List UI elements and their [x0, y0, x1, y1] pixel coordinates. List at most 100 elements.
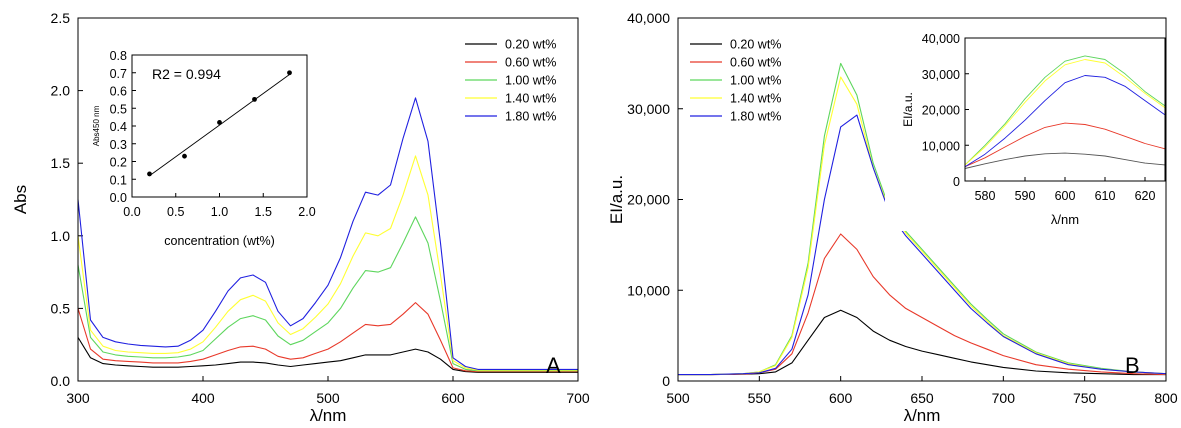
panel-a-y-axis-label: Abs [11, 185, 30, 214]
panel-b: 500 550 600 650 700 750 800 0 10,000 20,000 30,000… [607, 10, 1178, 425]
panel-b-inset-y-tick-label: 40,000 [922, 32, 960, 46]
panel-a-series [77, 97, 578, 373]
panel-a-y-tick-label: 1.0 [51, 228, 71, 244]
panel-a-legend-entry: 1.00 wt% [505, 74, 556, 88]
panel-a-inset-fit-line [149, 74, 290, 177]
panel-a-label: A [546, 353, 561, 378]
panel-b-inset-background [885, 30, 1165, 231]
panel-b-inset-series-line [964, 122, 1166, 168]
panel-a-inset-ticks: 0.0 0.5 1.0 1.5 2.0 0.0 0.1 0.2 0.3 0.4 0.5 0.6 0.7 0… [110, 49, 316, 219]
panel-b-inset-y-tick-label: 10,000 [922, 139, 960, 153]
panel-a-y-tick-label: 1.5 [51, 155, 71, 171]
panel-b-inset-y-tick-label: 0 [953, 175, 960, 189]
panel-a-legend-entry: 1.40 wt% [505, 92, 556, 106]
panel-b-x-tick-label: 800 [1154, 390, 1178, 406]
panel-a-inset-x-tick-label: 1.0 [211, 205, 228, 219]
panel-b-inset-x-tick-label: 620 [1135, 189, 1156, 203]
panel-b-y-tick-label: 20,000 [627, 192, 670, 208]
panel-a-x-axis-label: λ/nm [310, 406, 347, 425]
panel-b-legend: 0.20 wt% 0.60 wt% 1.00 wt% 1.40 wt% 1.80 wt% [690, 38, 781, 124]
panel-a-legend-entry: 0.20 wt% [505, 38, 556, 52]
panel-a-series-line [77, 97, 578, 370]
panel-a-frame [77, 17, 579, 382]
panel-b-inset-series [964, 55, 1166, 169]
panel-a-y-tick-label: 2.0 [51, 83, 71, 99]
panel-b-inset-series-line [964, 59, 1166, 166]
panel-a-inset-y-tick-label: 0.7 [110, 67, 127, 81]
panel-a-inset-data-point [217, 120, 222, 125]
panel-b-inset-x-tick-label: 580 [975, 189, 996, 203]
panel-b-series-line [678, 233, 1167, 376]
panel-a-inset-y-tick-label: 0.1 [110, 173, 127, 187]
panel-b-x-tick-label: 600 [829, 390, 853, 406]
panel-a-x-tick-label: 600 [441, 390, 465, 406]
panel-a-inset-frame [131, 54, 308, 198]
panel-b-x-tick-label: 550 [748, 390, 772, 406]
panel-a-inset-y-axis-label: Abs450 nm [92, 105, 101, 146]
panel-a-legend: 0.20 wt% 0.60 wt% 1.00 wt% 1.40 wt% 1.80 wt% [465, 38, 556, 124]
panel-b-inset-frame [964, 37, 1166, 182]
panel-b-inset-y-tick-label: 20,000 [922, 104, 960, 118]
panel-a-inset-x-tick-label: 1.5 [255, 205, 272, 219]
panel-a-legend-entry: 1.80 wt% [505, 110, 556, 124]
panel-b-legend-entry: 1.00 wt% [730, 74, 781, 88]
panel-a-inset: 0.0 0.5 1.0 1.5 2.0 0.0 0.1 0.2 0.3 0.4 0.5 0.6 0.7 0… [92, 49, 316, 248]
panel-b-x-tick-label: 750 [1073, 390, 1097, 406]
panel-b-legend-entry: 1.40 wt% [730, 92, 781, 106]
panel-a-inset-x-tick-label: 0.0 [123, 205, 140, 219]
panel-b-inset-series-line [964, 75, 1166, 168]
panel-a-inset-y-tick-label: 0.3 [110, 138, 127, 152]
panel-b-inset-y-axis-label: EI/a.u. [901, 92, 915, 127]
panel-b-x-tick-label: 500 [666, 390, 690, 406]
panel-a-inset-data-point [252, 96, 257, 102]
panel-a-inset-marks [147, 70, 292, 177]
panel-b-x-tick-label: 700 [992, 390, 1016, 406]
panel-b-inset: 580 590 600 610 620 0 10,000 20,000 30,000 40,000… [885, 30, 1166, 231]
panel-a-y-tick-label: 2.5 [51, 10, 71, 26]
panel-a-x-tick-label: 500 [316, 390, 340, 406]
panel-a-x-tick-label: 700 [566, 390, 590, 406]
panel-b-inset-series-line [964, 152, 1166, 169]
panel-a-inset-y-tick-label: 0.2 [110, 156, 127, 170]
panel-b-inset-x-tick-label: 590 [1015, 189, 1036, 203]
panel-a-ticks: 300 400 500 600 700 0.0 0.5 1.0 1.5 2.0 2.5 [51, 10, 590, 406]
panel-a-inset-data-point [287, 70, 292, 76]
panel-a-inset-background [131, 54, 308, 198]
panel-a-series-line [77, 155, 578, 371]
panel-a-series-line [77, 302, 578, 373]
panel-b-series-line [678, 309, 1166, 376]
panel-a-inset-x-axis-label: concentration (wt%) [164, 234, 274, 248]
panel-b-inset-y-tick-label: 30,000 [922, 68, 960, 82]
panel-b-x-tick-label: 650 [910, 390, 934, 406]
panel-b-y-axis-label: EI/a.u. [607, 175, 626, 224]
panel-b-y-tick-label: 30,000 [627, 101, 670, 117]
panel-a-inset-x-tick-label: 0.5 [167, 205, 184, 219]
panel-a-inset-x-tick-label: 2.0 [298, 205, 315, 219]
panel-a-inset-data-point [147, 171, 152, 177]
panel-b-inset-series-line [964, 55, 1166, 166]
panel-b-ticks: 500 550 600 650 700 750 800 0 10,000 20,000 30,000… [627, 10, 1178, 406]
panel-b-legend-entry: 1.80 wt% [730, 110, 781, 124]
panel-b-y-tick-label: 40,000 [627, 10, 670, 26]
panel-a-inset-r2-annotation: R2 = 0.994 [152, 66, 221, 82]
panel-a-series-line [77, 337, 578, 373]
panel-b-legend-entry: 0.20 wt% [730, 38, 781, 52]
panel-a-inset-y-tick-label: 0.4 [110, 120, 127, 134]
panel-b-inset-x-axis-label: λ/nm [1051, 212, 1079, 227]
panel-a-inset-y-tick-label: 0.0 [110, 191, 127, 205]
panel-a-x-tick-label: 300 [66, 390, 90, 406]
panel-b-y-tick-label: 0 [662, 373, 670, 389]
panel-b-inset-ticks: 580 590 600 610 620 0 10,000 20,000 30,000 40,000 [922, 32, 1156, 203]
panel-b-inset-x-tick-label: 600 [1055, 189, 1076, 203]
panel-a-inset-y-tick-label: 0.5 [110, 102, 127, 116]
panel-a-series-line [77, 216, 578, 372]
panel-a-inset-y-tick-label: 0.6 [110, 85, 127, 99]
panel-a-inset-data-point [182, 153, 187, 159]
panel-a-y-tick-label: 0.0 [51, 373, 71, 389]
panel-b-legend-entry: 0.60 wt% [730, 56, 781, 70]
panel-a-y-tick-label: 0.5 [51, 300, 71, 316]
panel-b-y-tick-label: 10,000 [627, 282, 670, 298]
panel-b-label: B [1125, 353, 1140, 378]
panel-a-legend-entry: 0.60 wt% [505, 56, 556, 70]
